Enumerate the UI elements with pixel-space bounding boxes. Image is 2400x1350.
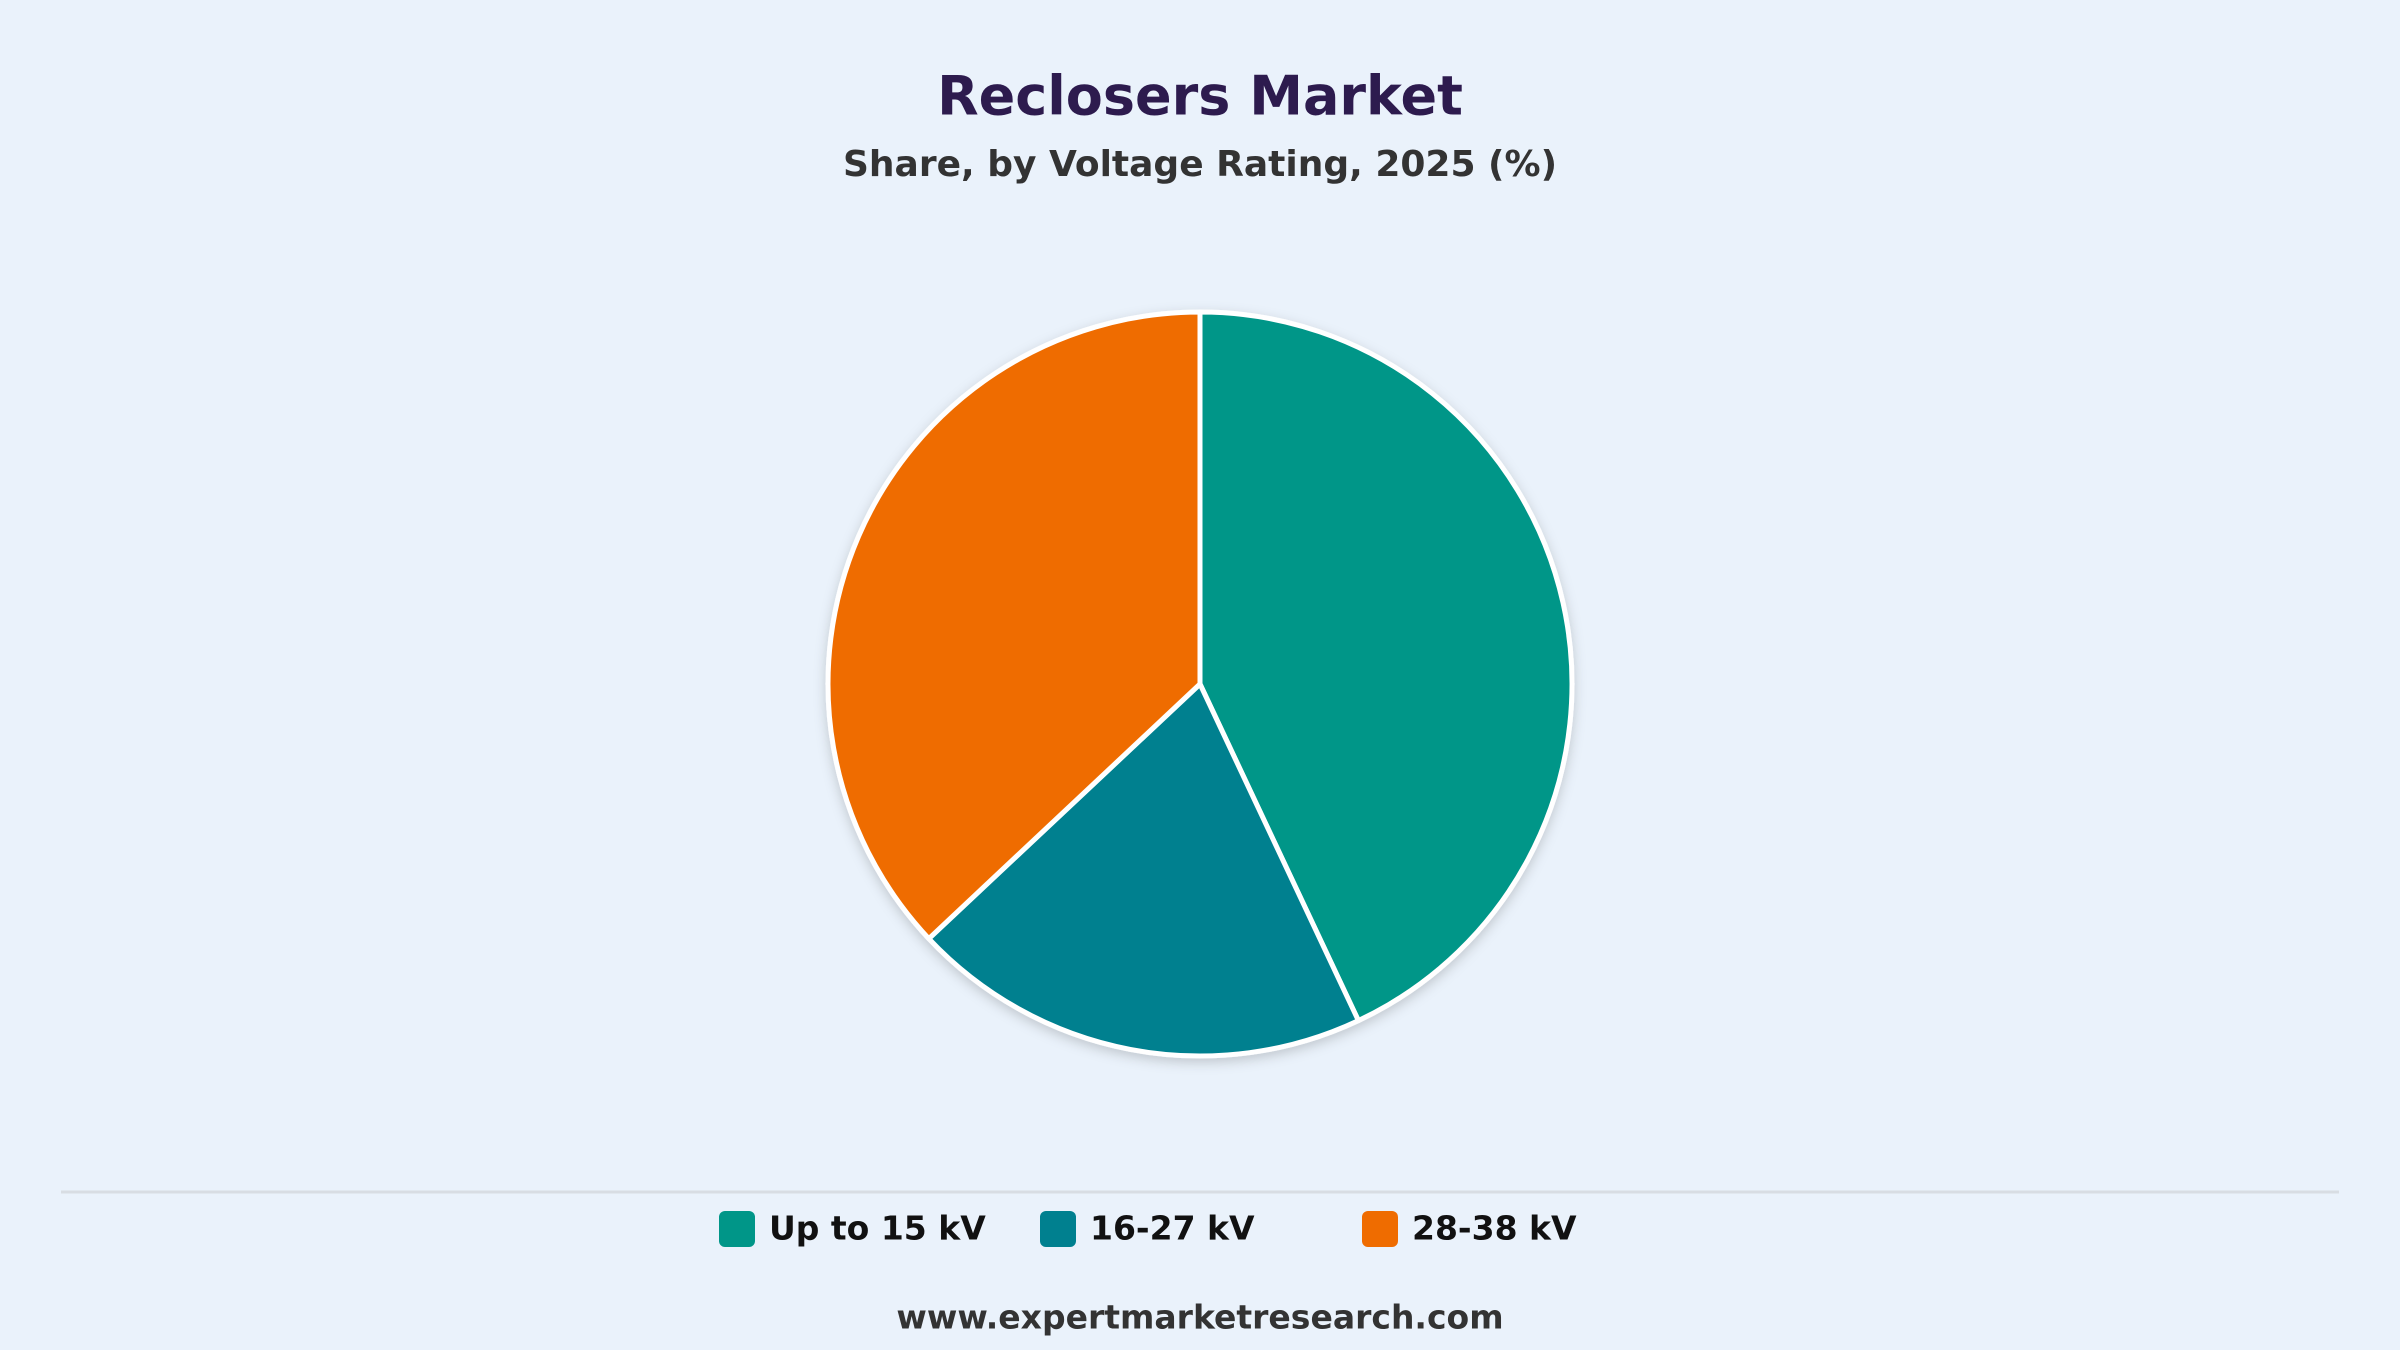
pie-slice	[1197, 309, 1575, 1024]
legend: Up to 15 kV 16-27 kV 28-38 kV	[719, 1209, 1577, 1248]
pie-slice	[825, 309, 1203, 942]
legend-swatch	[1362, 1211, 1398, 1247]
legend-label: 28-38 kV	[1412, 1209, 1577, 1248]
legend-label: 16-27 kV	[1090, 1209, 1255, 1248]
pie	[825, 309, 1575, 1059]
legend-label: Up to 15 kV	[769, 1209, 986, 1248]
chart-title: Reclosers Market	[937, 65, 1463, 128]
source: www.expertmarketresearch.com	[896, 1298, 1503, 1337]
legend-swatch	[1040, 1211, 1076, 1247]
pie-slice	[926, 681, 1361, 1059]
chart-subtitle: Share, by Voltage Rating, 2025 (%)	[843, 144, 1557, 185]
legend-swatch	[719, 1211, 755, 1247]
